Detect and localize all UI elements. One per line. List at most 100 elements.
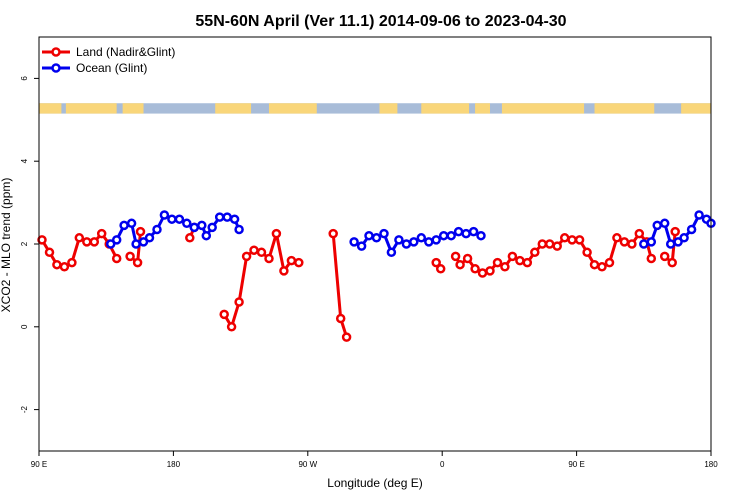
data-point	[349, 237, 359, 247]
data-point	[694, 210, 704, 220]
data-point	[455, 259, 465, 270]
data-point	[364, 230, 374, 241]
data-point	[567, 235, 577, 245]
data-point	[82, 237, 92, 247]
data-point	[135, 226, 146, 237]
x-axis-ticks: 90 E 180 90 W 0 90 E 180	[31, 451, 718, 469]
data-point	[589, 259, 600, 270]
data-point	[328, 228, 338, 239]
data-point	[450, 251, 461, 262]
data-point	[138, 237, 149, 247]
y-axis-ticks: -2 0 2 4 6	[20, 76, 39, 413]
data-point	[492, 257, 503, 268]
data-point	[89, 237, 100, 247]
data-point	[52, 259, 62, 270]
data-point	[552, 241, 562, 251]
legend-marker	[51, 47, 61, 57]
map-strip-land	[65, 103, 117, 114]
y-tick-label: 0	[20, 324, 29, 329]
x-axis-label: Longitude (deg E)	[327, 476, 422, 490]
data-point	[416, 233, 427, 243]
data-point	[530, 247, 540, 258]
legend: Land (Nadir&Glint) Ocean (Glint)	[42, 45, 175, 75]
data-point	[435, 264, 446, 274]
data-point	[646, 237, 657, 247]
data-point	[132, 257, 143, 268]
data-point	[634, 228, 645, 239]
data-point	[431, 257, 441, 268]
data-point	[500, 262, 510, 272]
map-strip-land	[475, 103, 490, 114]
map-strip-land	[268, 103, 317, 114]
data-point	[574, 235, 585, 245]
map-strip-land	[39, 103, 62, 114]
data-point	[271, 228, 282, 239]
data-point	[182, 218, 192, 229]
plot-frame	[38, 36, 712, 452]
data-point	[507, 251, 518, 262]
series-layer	[37, 210, 716, 342]
data-point	[431, 235, 441, 245]
data-point	[659, 251, 670, 262]
data-point	[659, 218, 670, 229]
data-point	[667, 257, 677, 268]
data-point	[67, 257, 77, 268]
data-point	[167, 214, 177, 224]
data-point	[476, 230, 486, 241]
data-point	[234, 224, 244, 235]
data-point	[453, 226, 464, 237]
data-point	[119, 220, 129, 231]
y-tick-label: 6	[20, 76, 29, 81]
data-point	[356, 241, 367, 251]
data-point	[409, 237, 419, 247]
legend-label: Land (Nadir&Glint)	[76, 45, 175, 59]
legend-marker	[51, 63, 61, 73]
data-point	[401, 239, 412, 249]
data-point	[159, 210, 170, 220]
y-tick-label: 2	[20, 241, 29, 246]
y-axis-label: XCO2 - MLO trend (ppm)	[0, 178, 13, 313]
data-point	[582, 247, 592, 258]
series-ocean	[105, 210, 716, 258]
data-point	[522, 257, 533, 268]
data-point	[665, 239, 676, 249]
data-point	[234, 297, 244, 307]
data-point	[37, 235, 47, 245]
data-point	[679, 233, 689, 243]
series-land	[37, 222, 680, 342]
data-point	[249, 245, 259, 255]
data-point	[597, 262, 607, 272]
map-strip-land	[215, 103, 252, 114]
x-tick-label: 90 E	[568, 460, 584, 469]
data-point	[604, 257, 615, 268]
data-point	[44, 247, 55, 258]
data-point	[485, 266, 495, 276]
data-point	[537, 239, 548, 249]
data-point	[96, 228, 107, 239]
data-point	[335, 313, 346, 324]
data-point	[214, 212, 225, 222]
x-tick-label: 180	[167, 460, 181, 469]
y-tick-label: 4	[20, 158, 29, 163]
data-point	[219, 309, 229, 320]
data-point	[619, 237, 630, 247]
data-point	[131, 239, 141, 249]
map-strip-land	[681, 103, 711, 114]
data-point	[105, 239, 116, 249]
data-point	[686, 224, 697, 235]
data-point	[286, 255, 297, 266]
data-point	[470, 264, 480, 274]
data-point	[627, 239, 637, 249]
data-point	[462, 253, 473, 264]
data-point	[670, 226, 680, 237]
data-point	[189, 222, 200, 233]
data-point	[639, 239, 649, 249]
data-point	[294, 257, 304, 268]
x-tick-label: 0	[440, 460, 445, 469]
data-point	[559, 233, 570, 243]
map-strip-land	[122, 103, 144, 114]
data-point	[207, 222, 217, 233]
data-point	[386, 247, 397, 258]
data-point	[612, 233, 622, 243]
x-tick-label: 90 W	[298, 460, 317, 469]
